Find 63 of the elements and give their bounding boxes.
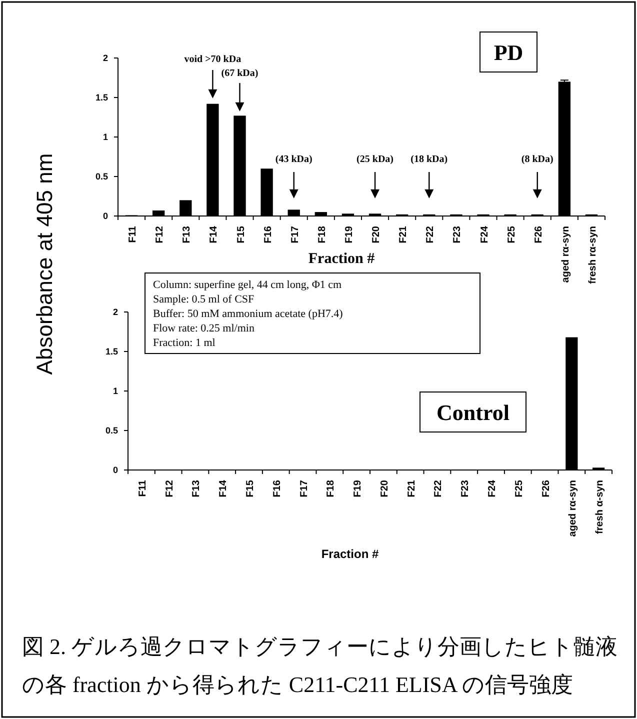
x-tick-label: F13 — [182, 226, 193, 244]
x-tick-label: F15 — [245, 480, 256, 498]
x-tick-label: F12 — [164, 480, 176, 498]
y-tick-label: 0.5 — [105, 426, 118, 436]
annotation: (18 kDa) — [410, 154, 448, 165]
y-tick-label: 2 — [102, 53, 108, 63]
x-tick-label: F22 — [433, 480, 444, 498]
text: Sample: 0.5 ml of CSF — [153, 294, 254, 306]
y-tick-label: 0 — [112, 465, 118, 475]
x-tick-label: F15 — [236, 226, 247, 244]
x-tick-label: F17 — [290, 226, 301, 244]
annotation: (67 kDa) — [221, 68, 258, 79]
x-tick-label: F14 — [208, 226, 220, 244]
x-tick-label: F25 — [506, 226, 518, 244]
x-tick-label: F25 — [514, 480, 525, 498]
x-tick-label: F19 — [344, 226, 355, 244]
x-tick-label: fresh rα-syn — [587, 226, 598, 284]
x-tick-label: F11 — [128, 226, 139, 243]
text: Column: superfine gel, 44 cm long, Φ1 cm — [153, 279, 342, 291]
annotation: Flow rate: 0.25 ml/min — [153, 322, 255, 334]
annotation: void >70 kDa — [184, 54, 242, 65]
x-tick-label: F18 — [326, 480, 337, 498]
x-tick-label: F24 — [487, 480, 498, 498]
annotation: (25 kDa) — [356, 154, 394, 165]
x-axis-title: Fraction # — [321, 547, 379, 561]
x-tick-label: F13 — [191, 480, 202, 498]
annotation: PD — [494, 40, 524, 65]
y-tick-label: 1 — [102, 132, 108, 142]
x-tick-label: F20 — [371, 226, 382, 244]
x-tick-label: F16 — [272, 480, 283, 498]
x-tick-label: F17 — [298, 480, 310, 498]
y-tick-label: 0 — [102, 211, 108, 221]
x-tick-label: F19 — [352, 480, 364, 498]
x-tick-label: F23 — [460, 480, 472, 498]
annotation: Fraction: 1 ml — [153, 337, 216, 349]
x-tick-label: F26 — [540, 480, 552, 498]
y-tick-label: 1 — [112, 386, 118, 396]
x-tick-label: F18 — [316, 226, 328, 244]
x-tick-label: F21 — [398, 226, 410, 244]
x-tick-label: aged rα-syn — [568, 480, 579, 537]
x-tick-label: F20 — [379, 480, 390, 498]
x-tick-label: F23 — [452, 226, 464, 244]
x-tick-label: F12 — [154, 226, 166, 244]
y-tick-label: 0.5 — [95, 172, 108, 182]
x-tick-label: F22 — [425, 226, 436, 244]
x-tick-label: F16 — [262, 226, 274, 244]
caption: 図 2. ゲルろ過クロマトグラフィーにより分画したヒト髄液の各 fraction から得られた C211-C211 ELISA の信号強度 — [22, 633, 618, 699]
y-tick-label: 1.5 — [105, 346, 118, 356]
x-tick-label: F26 — [533, 226, 544, 244]
x-tick-label: fresh α-syn — [594, 480, 606, 534]
annotation: (8 kDa) — [521, 154, 554, 165]
x-tick-label: F21 — [406, 480, 418, 498]
annotation: Control — [436, 400, 510, 425]
annotation: Buffer: 50 mM ammonium acetate (pH7.4) — [153, 308, 344, 320]
y-tick-label: 2 — [112, 307, 118, 317]
x-tick-label: F11 — [137, 480, 148, 497]
y-tick-label: 1.5 — [95, 92, 108, 102]
x-tick-label: aged rα-syn — [560, 226, 572, 283]
annotation: (43 kDa) — [275, 154, 312, 165]
x-tick-label: F14 — [218, 480, 230, 498]
x-axis-title: Fraction # — [308, 251, 376, 267]
y-axis-title: Absorbance at 405 nm — [32, 153, 57, 375]
x-tick-label: F24 — [479, 226, 490, 244]
